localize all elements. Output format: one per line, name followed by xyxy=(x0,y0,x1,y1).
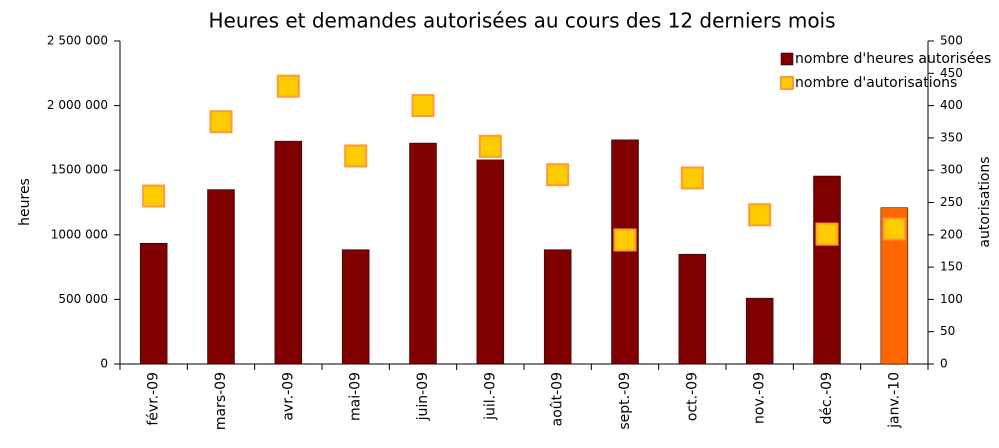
bar xyxy=(341,249,370,365)
y2-tick-label: 100 xyxy=(940,292,963,306)
y2-tick-label: 300 xyxy=(940,163,963,177)
y2-tick-label: 350 xyxy=(940,130,963,144)
x-tick-label: juin-09 xyxy=(415,372,431,421)
bar xyxy=(409,142,437,365)
y-tick-label: 2 500 000 xyxy=(47,34,108,48)
x-tick-label: déc.-09 xyxy=(819,372,835,425)
x-tick-label: oct.-09 xyxy=(684,372,700,421)
bar xyxy=(611,139,639,365)
y-tick-label: 500 000 xyxy=(58,292,108,306)
marker xyxy=(815,222,839,246)
bar xyxy=(745,297,774,365)
x-tick-label: avr.-09 xyxy=(280,372,296,421)
bar xyxy=(678,253,707,365)
x-tick-label: mai-09 xyxy=(348,372,364,421)
y2-tick-label: 0 xyxy=(940,357,948,371)
x-tick-label: févr.-09 xyxy=(146,372,162,426)
x-tick-label: janv.-10 xyxy=(886,372,902,429)
legend-swatch xyxy=(780,76,794,90)
y2-tick-label: 500 xyxy=(940,34,963,48)
x-tick-label: sept.-09 xyxy=(617,372,633,430)
legend-label: nombre d'autorisations xyxy=(795,75,957,91)
marker xyxy=(748,203,772,227)
marker xyxy=(546,163,570,187)
marker xyxy=(344,144,368,168)
y2-tick-label: 150 xyxy=(940,260,963,274)
marker xyxy=(882,217,906,241)
marker xyxy=(613,228,637,252)
x-tick-label: août-09 xyxy=(550,372,566,426)
y2-tick-label: 400 xyxy=(940,98,963,112)
y-tick-label: 0 xyxy=(100,357,108,371)
x-tick-label: mars-09 xyxy=(213,372,229,430)
bar xyxy=(813,175,841,365)
y2-tick-label: 50 xyxy=(940,324,955,338)
marker xyxy=(680,166,704,190)
y2-tick-label: 450 xyxy=(940,66,963,80)
bar xyxy=(207,189,235,365)
legend-label: nombre d'heures autorisées xyxy=(795,51,991,67)
marker xyxy=(209,110,233,134)
legend-swatch xyxy=(780,52,794,66)
y-tick-label: 1500 000 xyxy=(51,163,108,177)
marker xyxy=(276,74,300,98)
marker xyxy=(478,134,502,158)
x-tick-label: nov.-09 xyxy=(752,372,768,424)
bar xyxy=(543,249,572,365)
y2-tick-label: 250 xyxy=(940,195,963,209)
chart-title: Heures et demandes autorisées au cours d… xyxy=(208,9,835,33)
y-tick-label: 2 000 000 xyxy=(47,98,108,112)
y2-axis-label: autorisations xyxy=(977,156,993,247)
y-tick-label: 1000 000 xyxy=(51,227,108,241)
bar xyxy=(274,140,303,365)
bar xyxy=(139,242,168,365)
bar xyxy=(476,159,505,365)
y2-tick-label: 200 xyxy=(940,227,963,241)
marker xyxy=(142,184,166,208)
y-axis-label: heures xyxy=(17,178,33,226)
marker xyxy=(411,94,435,118)
x-tick-label: juil.-09 xyxy=(482,372,498,421)
